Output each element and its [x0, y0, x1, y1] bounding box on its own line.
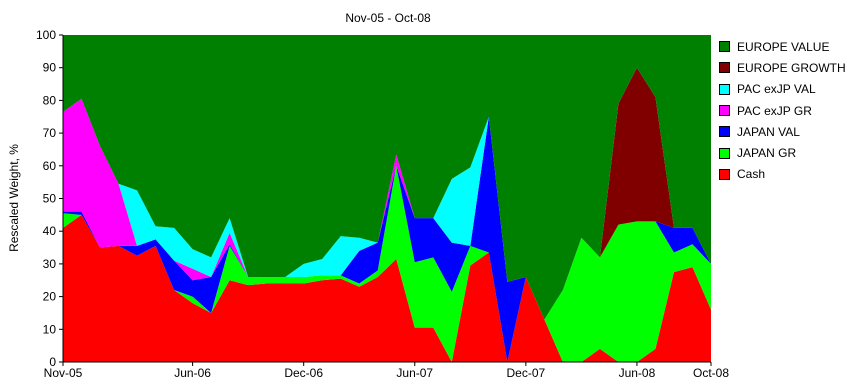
legend-label: PAC exJP GR: [737, 103, 812, 118]
y-tick-label: 90: [43, 61, 57, 75]
x-tick-label: Jun-07: [396, 366, 433, 380]
y-tick-label: 80: [43, 93, 57, 107]
legend-swatch: [719, 147, 730, 159]
legend-label: Cash: [737, 167, 766, 182]
legend-item-europe-growth: EUROPE GROWTH: [719, 57, 846, 78]
x-tick-label: Dec-06: [284, 366, 323, 380]
legend-item-pac-exjp-val: PAC exJP VAL: [719, 79, 846, 100]
legend-label: EUROPE VALUE: [737, 39, 830, 54]
y-tick-label: 30: [43, 257, 57, 271]
legend-swatch: [719, 168, 730, 180]
y-tick-label: 70: [43, 126, 57, 140]
y-axis-label: Rescaled Weight, %: [7, 144, 21, 252]
x-tick-label: Nov-05: [44, 366, 83, 380]
legend-swatch: [719, 105, 730, 117]
legend-item-pac-exjp-gr: PAC exJP GR: [719, 100, 846, 121]
area-series-cash: [63, 214, 711, 362]
y-tick-label: 60: [43, 159, 57, 173]
chart-title: Nov-05 - Oct-08: [345, 11, 431, 25]
area-series-europe-value: [63, 35, 711, 320]
y-tick-label: 50: [43, 192, 57, 206]
y-tick-label: 0: [49, 355, 56, 369]
x-tick-label: Jun-06: [174, 366, 211, 380]
y-tick-label: 20: [43, 290, 57, 304]
legend-item-cash: Cash: [719, 164, 846, 185]
legend-label: PAC exJP VAL: [737, 82, 816, 97]
axes: 0 10 20 30 40 50 60 70 80 90 100 Nov-05 Jun-06 Dec-06…: [36, 28, 729, 380]
legend-label: JAPAN VAL: [737, 124, 800, 139]
legend-swatch: [719, 41, 730, 53]
x-tick-label: Jun-08: [619, 366, 656, 380]
legend-swatch: [719, 126, 730, 138]
legend-label: EUROPE GROWTH: [737, 60, 846, 75]
plot-area: [63, 35, 711, 362]
x-tick-label: Dec-07: [507, 366, 546, 380]
legend-label: JAPAN GR: [737, 146, 797, 161]
area-series-japan-gr: [63, 165, 711, 362]
x-tick-label: Oct-08: [693, 366, 729, 380]
y-tick-label: 10: [43, 322, 57, 336]
legend-item-japan-val: JAPAN VAL: [719, 121, 846, 142]
legend-swatch: [719, 83, 730, 95]
legend-item-japan-gr: JAPAN GR: [719, 142, 846, 163]
y-tick-label: 40: [43, 224, 57, 238]
legend: EUROPE VALUE EUROPE GROWTH PAC exJP VAL …: [719, 36, 846, 185]
legend-swatch: [719, 62, 730, 74]
area-series-europe-growth: [63, 67, 711, 320]
y-tick-label: 100: [36, 28, 56, 42]
legend-item-europe-value: EUROPE VALUE: [719, 36, 846, 57]
